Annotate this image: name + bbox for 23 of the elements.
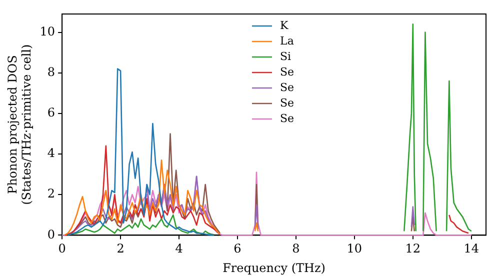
legend-label: Se: [280, 80, 294, 94]
legend-label: K: [280, 18, 290, 32]
y-tick-label: 6: [47, 106, 56, 120]
x-tick-label: 10: [346, 242, 362, 256]
legend-label: Se: [280, 112, 294, 125]
x-tick-label: 14: [464, 242, 480, 256]
x-tick-label: 2: [116, 242, 124, 256]
x-tick-label: 6: [234, 242, 242, 256]
x-axis-title: Frequency (THz): [222, 260, 326, 275]
y-tick-label: 4: [47, 146, 56, 160]
x-tick-label: 0: [58, 242, 66, 256]
y-tick-label: 10: [40, 24, 56, 38]
y-tick-label: 0: [47, 227, 56, 242]
x-tick-label: 4: [175, 242, 184, 256]
legend-label: Si: [280, 50, 292, 63]
x-tick-label: 8: [292, 242, 300, 256]
legend-label: La: [280, 34, 294, 48]
legend-label: Se: [280, 65, 294, 78]
y-tick-label: 8: [47, 64, 56, 79]
y-tick-label: 2: [47, 186, 56, 201]
y-axis-title: Phonon projected DOS (States/THz·primitive cell): [5, 44, 34, 205]
x-tick-label: 12: [405, 242, 421, 256]
legend-label: Se: [280, 96, 294, 110]
